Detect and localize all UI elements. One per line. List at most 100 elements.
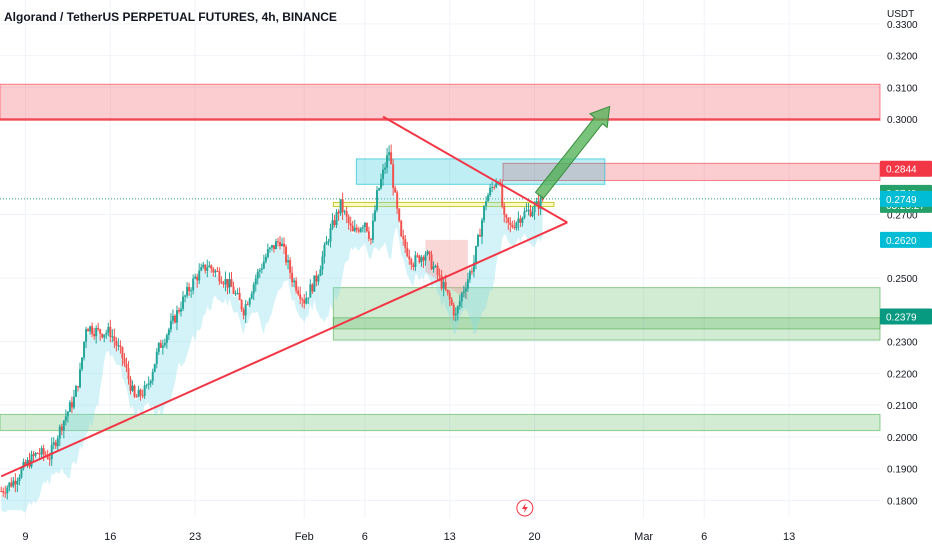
candle — [317, 276, 320, 282]
candle — [214, 270, 217, 273]
candle — [212, 269, 215, 273]
chart-title: Algorand / TetherUS PERPETUAL FUTURES, 4… — [4, 10, 337, 24]
candle — [529, 209, 532, 217]
candle — [276, 241, 279, 243]
candle — [446, 289, 449, 293]
candle — [361, 227, 364, 229]
lightning-glyph — [521, 503, 528, 513]
candle — [303, 299, 306, 304]
candle — [153, 363, 156, 372]
candle — [177, 310, 180, 312]
candle — [242, 309, 245, 316]
candle — [131, 385, 134, 391]
price-label: 0.2379 — [886, 313, 917, 324]
candle — [509, 222, 512, 225]
candle — [382, 169, 385, 179]
candle — [244, 304, 247, 316]
candle — [384, 167, 387, 170]
candle — [517, 218, 520, 223]
candle — [380, 178, 383, 189]
candle — [101, 333, 104, 338]
candle — [416, 255, 419, 257]
candle — [260, 268, 263, 271]
indicator-cloud — [1, 155, 543, 513]
candle — [220, 281, 223, 284]
candle — [2, 491, 5, 493]
candle — [163, 342, 166, 346]
candle — [386, 155, 389, 168]
price-label-box — [880, 190, 932, 207]
x-tick-label: 13 — [444, 531, 456, 543]
price-label: 0.2620 — [886, 236, 917, 247]
candle — [192, 278, 195, 291]
candle — [222, 283, 225, 285]
candle — [105, 332, 108, 335]
candle — [390, 152, 393, 165]
candle — [424, 254, 427, 261]
price-label: 0.2749 — [886, 195, 917, 206]
candle — [188, 287, 191, 292]
candle — [204, 264, 207, 271]
candle — [95, 327, 98, 337]
candle — [460, 293, 463, 302]
candle — [109, 326, 112, 337]
candle — [291, 272, 294, 283]
candle — [46, 455, 49, 459]
candle — [287, 260, 290, 263]
candle — [6, 487, 9, 494]
candle — [266, 249, 269, 257]
candle — [8, 482, 11, 488]
candle — [487, 195, 490, 202]
y-tick-label: 0.3300 — [887, 20, 918, 31]
candle — [44, 454, 47, 456]
candle — [456, 306, 459, 314]
candle — [151, 371, 154, 381]
candle — [169, 320, 172, 330]
y-tick-label: 0.2200 — [887, 369, 918, 380]
candle — [373, 210, 376, 221]
candle — [347, 216, 350, 224]
candle — [281, 243, 284, 247]
drawings[interactable] — [0, 105, 611, 478]
candle — [491, 186, 494, 188]
candle — [369, 238, 372, 240]
candle — [531, 212, 534, 217]
x-tick-label: 16 — [104, 531, 116, 543]
candle — [535, 201, 538, 206]
x-tick-label: 23 — [189, 531, 201, 543]
candle — [196, 276, 199, 281]
candle — [167, 329, 170, 336]
candle — [228, 279, 231, 288]
price-label-box — [880, 308, 932, 325]
candle — [173, 315, 176, 323]
currency-label: USDT — [887, 9, 914, 20]
candle — [206, 267, 209, 271]
candle — [327, 241, 330, 243]
candle — [418, 255, 421, 263]
candle — [180, 308, 183, 312]
candle — [137, 389, 140, 397]
x-tick-label: 13 — [783, 531, 795, 543]
candle — [93, 333, 96, 337]
candle — [436, 265, 439, 275]
candle — [26, 459, 29, 465]
candle — [331, 220, 334, 229]
candle — [52, 442, 55, 445]
candle — [297, 290, 300, 295]
candle — [307, 297, 310, 299]
candle — [283, 243, 286, 247]
candle — [353, 227, 356, 232]
candle — [224, 279, 227, 285]
x-tick-label: 6 — [701, 531, 707, 543]
candle — [279, 242, 281, 247]
candle — [20, 468, 23, 478]
candle — [470, 271, 473, 273]
candle — [341, 199, 344, 213]
x-tick-label: Mar — [634, 531, 653, 543]
candle — [367, 231, 370, 239]
candle — [476, 234, 479, 247]
support-zone — [332, 317, 881, 341]
candle — [462, 291, 465, 294]
y-tick-label: 0.2700 — [887, 211, 918, 222]
